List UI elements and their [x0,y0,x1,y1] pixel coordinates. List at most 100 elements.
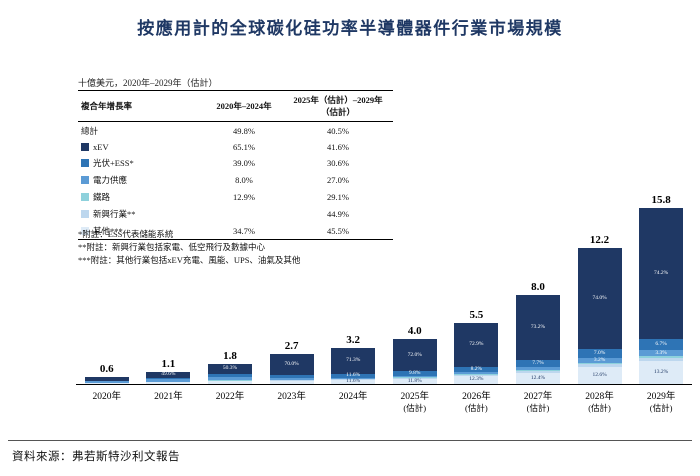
bar-segment: 72.0% [392,339,437,372]
header-period-1: 2020年–2024年 [205,90,283,122]
bar-segment: 6.7% [639,338,684,351]
bar-segment [146,382,191,384]
bar-segment [639,356,684,359]
bar-segment [515,370,560,373]
legend-swatch-icon [81,226,89,235]
cagr-2025-2029-value: 44.9% [327,208,349,219]
x-axis-tick: 2026年 (估計) [462,392,491,413]
bar-segment: 13.2% [639,360,684,384]
bar-stack: 74.0% 7.0% 3.2% 12.6% [577,248,622,384]
cagr-table-body: 總計 49.8% 40.5% xEV 65.1% 41.6% 光伏+ESS* 39.0% 30.… [78,122,393,240]
bar-total-label: 4.0 [407,325,422,338]
bar-segment [207,373,252,377]
legend-swatch-icon [81,158,89,167]
table-row: 其他*** 34.7% 45.5% [78,222,393,240]
segment-pct-label: 8.2% [470,366,483,373]
bar-segment [392,377,437,379]
bar-stack: 72.9% 8.2% 12.3% [454,322,499,384]
bar-segment: 72.9% [454,322,499,368]
bar-segment: 7.0% [577,348,622,359]
segment-pct-label: 74.0% [592,294,607,301]
cagr-2025-2029-value: 40.5% [327,125,349,136]
bar-segment: 49.6% [146,370,191,378]
bar-segment: 9.8% [392,370,437,376]
table-row: 新興行業** 44.9% [78,205,393,222]
unit-note: 十億美元，2020年–2029年（估計） [78,78,218,88]
bar-segment: 8.2% [454,366,499,373]
bar-segment: 50.3% [207,363,252,374]
bar-total-label: 0.6 [99,363,114,376]
bar-segment: 71.3% [331,348,376,374]
row-label: 總計 [81,125,99,136]
segment-pct-label: 72.0% [407,351,422,358]
row-label: 新興行業** [78,205,205,222]
bar-stack: 73.2% 7.7% 12.4% [515,294,560,384]
bar-stack [84,377,129,384]
cagr-2025-2029-value: 29.1% [327,191,349,202]
row-label: 電力供應 [78,171,205,188]
bar-total-label: 2.7 [284,339,299,352]
cagr-2020-2024-value: 34.7% [205,222,283,240]
bar-total-label: 15.8 [651,194,671,206]
bar-column: 8.0 73.2% 7.7% 12.4% [507,185,569,384]
bar-stack: 74.2% 6.7% 3.3% 13.2% [639,208,684,384]
cagr-2025-2029-value: 30.6% [327,157,349,168]
bar-stack: 71.3% 11.6% 11.6% [331,348,376,385]
bar-segment [84,383,129,384]
bar-chart: 0.6 1.1 49.6% 1.8 50.3% 2.7 70.0% 3.2 71.3% 11.6%… [76,185,692,385]
cagr-2020-2024-value: 65.1% [233,141,255,152]
bar-segment [207,376,252,380]
bar-stack: 49.6% [146,370,191,384]
bar-column: 2.7 70.0% [261,185,323,384]
cagr-2020-2024-value: 12.9% [233,191,255,202]
bar-segment [577,362,622,365]
cagr-2025-2029-value: 27.0% [327,174,349,185]
bar-segment [454,372,499,375]
bar-segment [84,377,129,381]
cagr-2025-2029-value: 41.6% [327,141,349,152]
cagr-2020-2024-value: 49.8% [233,125,255,136]
bar-segment [207,379,252,381]
segment-pct-label: 11.8% [407,377,422,384]
bar-column: 1.8 50.3% [199,185,261,384]
bar-segment [146,379,191,382]
legend-swatch-icon [81,142,89,151]
x-axis-tick: 2028年 (估計) [585,392,614,413]
bar-segment: 11.6% [331,378,376,385]
bar-segment: 74.2% [639,208,684,339]
bar-segment [331,377,376,379]
x-axis-tick: 2023年 [277,392,306,402]
x-axis-tick: 2020年 [92,392,122,402]
segment-pct-label: 49.6% [161,370,176,377]
segment-pct-label: 12.4% [530,374,546,381]
bar-segment [392,377,437,378]
segment-pct-label: 11.6% [346,378,361,385]
bar-segment: 11.6% [331,373,376,378]
bar-segment: 3.2% [577,357,622,363]
footnote-3: ***附註：其他行業包括xEV充電、風能、UPS、油氣及其他 [78,255,301,266]
cagr-2020-2024-value: 39.0% [233,157,255,168]
segment-pct-label: 73.2% [530,323,546,330]
bar-segment [639,358,684,361]
bar-total-label: 5.5 [469,308,484,321]
segment-pct-label: 12.3% [469,376,484,383]
legend-swatch-icon [81,175,89,184]
bar-stack: 50.3% [207,363,252,384]
bar-column: 1.1 49.6% [138,185,200,384]
header-cagr: 複合年增長率 [78,90,205,122]
x-axis-tick: 2025年 (估計) [400,392,430,413]
legend-swatch-icon [81,209,89,218]
row-label: 鐵路 [78,188,205,205]
bar-total-label: 8.0 [531,280,545,293]
x-axis-tick: 2027年 (估計) [523,392,553,413]
bar-segment: 7.7% [515,360,560,367]
bar-segment [269,380,314,384]
bar-segment: 12.3% [454,376,499,384]
bar-segment [146,381,191,383]
source-divider [8,440,692,441]
bar-total-label: 1.8 [223,349,237,362]
page-title: 按應用計的全球碳化硅功率半導體器件行業市場規模 [137,19,563,38]
bar-segment [269,374,314,379]
bar-segment [84,380,129,382]
x-axis-labels: 2020年 2021年 2022年 2023年 2024年 2025年 (估計) 2026年(… [76,388,692,414]
